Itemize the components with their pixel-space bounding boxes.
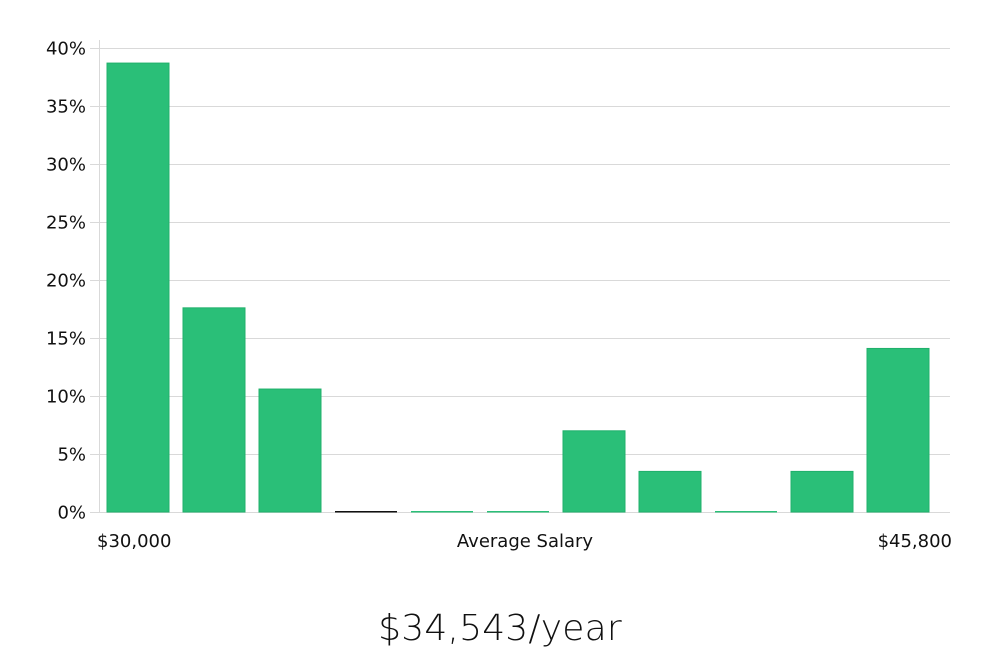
y-tick-label: 20% (46, 271, 86, 292)
histogram-bar (487, 511, 549, 513)
y-tick-label: 0% (57, 503, 86, 524)
histogram-bar (411, 511, 473, 513)
histogram-bar (638, 470, 702, 513)
x-min-label: $30,000 (97, 531, 171, 552)
histogram-bar (335, 511, 397, 513)
y-tick-label: 35% (46, 97, 86, 118)
bars-layer (106, 62, 930, 513)
salary-histogram: 0% 5% 10% 15% 20% 25% 30% 35% 40% $30,000 Averag… (46, 39, 952, 553)
x-max-label: $45,800 (878, 531, 952, 552)
histogram-bar (790, 470, 854, 513)
y-tick-label: 30% (46, 155, 86, 176)
histogram-bar (562, 430, 626, 513)
histogram-bar (182, 307, 246, 513)
y-tick-label: 10% (46, 387, 86, 408)
y-tick-label: 5% (57, 445, 86, 466)
y-axis-ticks: 0% 5% 10% 15% 20% 25% 30% 35% 40% (46, 39, 86, 524)
histogram-bar (106, 62, 170, 513)
histogram-bar (866, 347, 930, 513)
histogram-bar (258, 388, 322, 513)
y-tick-label: 25% (46, 213, 86, 234)
x-axis-title: Average Salary (457, 531, 594, 552)
average-salary-value: $34,543/year (378, 608, 622, 649)
histogram-bar (715, 511, 777, 513)
y-tick-label: 40% (46, 39, 86, 60)
x-axis-labels: $30,000 Average Salary $45,800 (97, 531, 952, 552)
y-tick-label: 15% (46, 329, 86, 350)
